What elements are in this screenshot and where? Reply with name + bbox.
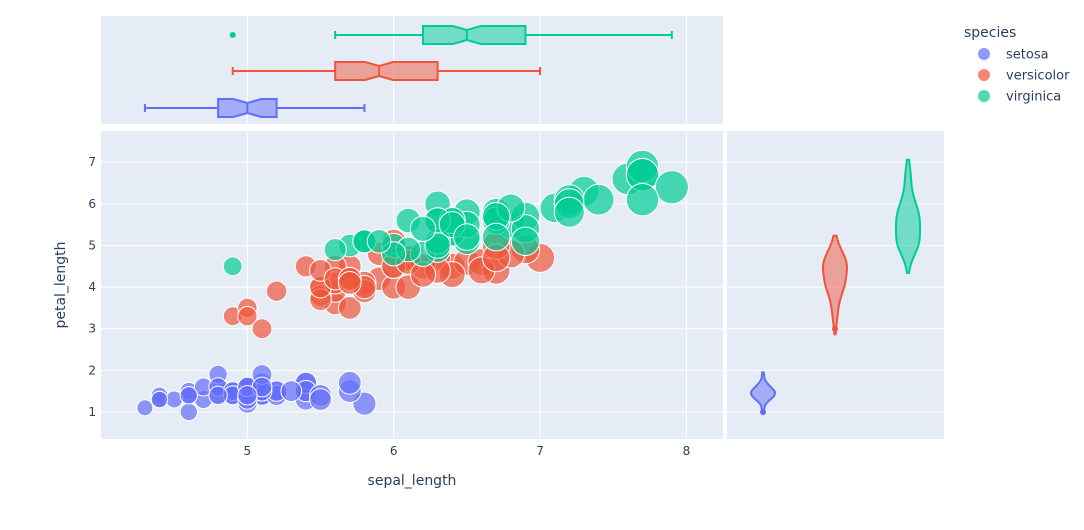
point-setosa-36 xyxy=(309,388,332,411)
point-setosa-49 xyxy=(237,385,258,406)
x-tick-label-5: 5 xyxy=(244,444,252,458)
point-virginica-35 xyxy=(625,183,660,217)
point-virginica-47 xyxy=(453,223,481,251)
point-setosa-13 xyxy=(136,399,154,417)
violin-setosa xyxy=(749,371,777,415)
y-tick-label-7: 7 xyxy=(88,155,96,169)
point-setosa-22 xyxy=(179,402,199,422)
violin-point-setosa xyxy=(760,408,766,415)
legend-label-versicolor: versicolor xyxy=(1006,69,1070,84)
box-outlier-virginica-0 xyxy=(229,32,236,38)
x-tick-label-8: 8 xyxy=(683,444,691,458)
violin-versicolor xyxy=(822,234,848,336)
scatter-points xyxy=(136,149,689,422)
box-body-virginica xyxy=(421,25,527,45)
point-setosa-45 xyxy=(208,385,228,405)
point-virginica-30 xyxy=(582,183,615,216)
point-versicolor-48 xyxy=(251,318,273,340)
point-virginica-48 xyxy=(409,215,437,242)
point-virginica-21 xyxy=(323,238,347,262)
legend-item-virginica[interactable]: virginica xyxy=(978,90,1061,105)
legend-title: species xyxy=(964,25,1016,41)
point-virginica-41 xyxy=(510,226,541,257)
point-versicolor-9 xyxy=(265,280,288,302)
point-setosa-42 xyxy=(150,390,169,409)
x-tick-label-7: 7 xyxy=(536,444,544,458)
marginal-box-plots xyxy=(143,25,673,118)
point-versicolor-49 xyxy=(337,271,362,295)
point-versicolor-29 xyxy=(337,296,362,320)
y-tick-label-6: 6 xyxy=(88,197,96,211)
point-virginica-49 xyxy=(366,229,392,254)
legend-label-virginica: virginica xyxy=(1006,90,1061,105)
legend-item-versicolor[interactable]: versicolor xyxy=(978,69,1070,84)
x-tick-label-6: 6 xyxy=(390,444,398,458)
point-setosa-18 xyxy=(337,370,362,395)
point-setosa-48 xyxy=(280,380,303,403)
y-tick-label-1: 1 xyxy=(88,405,96,419)
box-body-versicolor xyxy=(334,61,439,81)
legend-swatch-virginica xyxy=(978,90,990,102)
violin-body-versicolor xyxy=(822,234,848,336)
y-axis-title: petal_length xyxy=(53,241,69,328)
legend: species setosa versicolor virginica xyxy=(964,25,1070,105)
y-tick-label-5: 5 xyxy=(88,238,96,252)
legend-swatch-versicolor xyxy=(978,69,990,81)
legend-swatch-setosa xyxy=(978,48,990,60)
y-tick-label-3: 3 xyxy=(88,322,96,336)
point-virginica-6 xyxy=(222,256,243,277)
legend-label-setosa: setosa xyxy=(1006,48,1049,63)
point-virginica-29 xyxy=(553,196,585,228)
box-versicolor xyxy=(231,61,542,81)
violin-body-setosa xyxy=(749,371,777,415)
x-axis-title: sepal_length xyxy=(368,473,457,489)
point-setosa-47 xyxy=(179,386,199,405)
point-virginica-46 xyxy=(424,232,451,259)
point-versicolor-43 xyxy=(237,306,258,327)
violin-point-versicolor xyxy=(832,325,838,332)
point-virginica-31 xyxy=(654,170,689,205)
y-tick-label-4: 4 xyxy=(88,280,96,294)
violin-virginica xyxy=(895,158,921,274)
y-tick-label-2: 2 xyxy=(88,363,96,377)
violin-body-virginica xyxy=(895,158,921,274)
box-virginica xyxy=(229,25,673,45)
legend-item-setosa[interactable]: setosa xyxy=(978,48,1049,63)
box-setosa xyxy=(143,98,366,118)
axis-ticks: 5 6 7 8 1 2 3 4 5 6 7 xyxy=(88,155,690,458)
point-virginica-45 xyxy=(481,222,511,252)
marginal-violin-plots xyxy=(749,158,921,415)
